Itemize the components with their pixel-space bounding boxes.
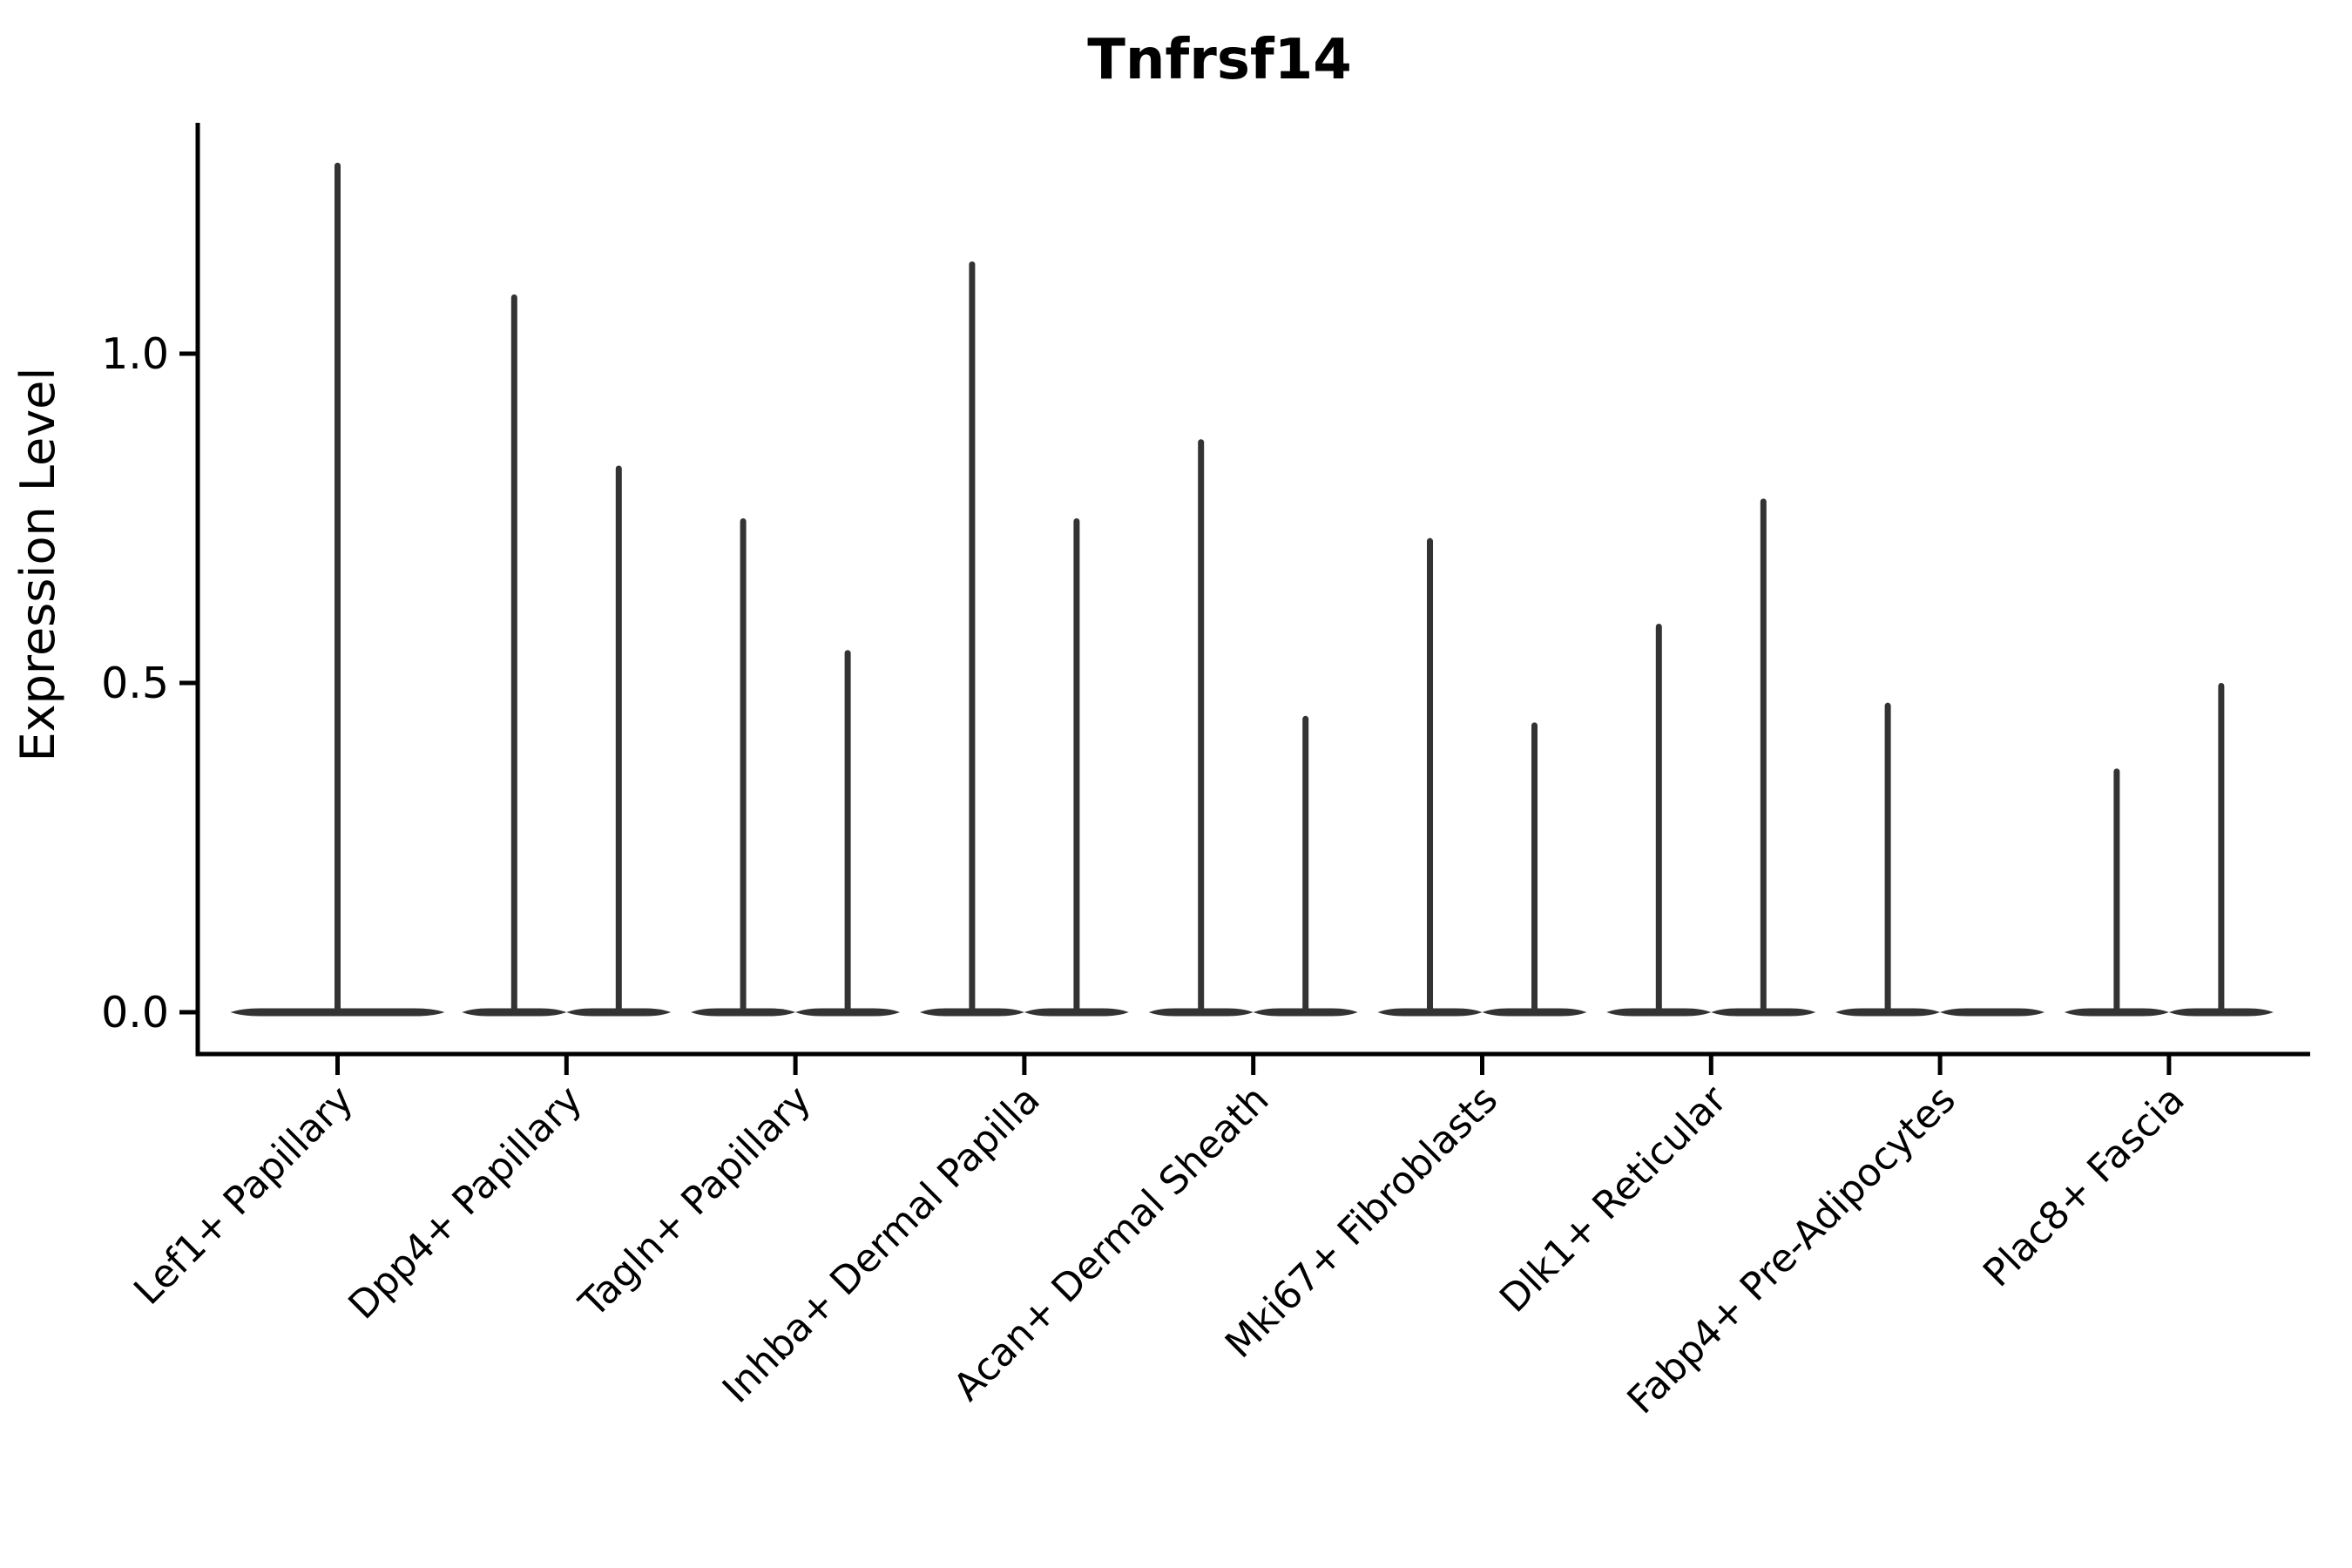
y-tick-label: 0.0 [101, 988, 169, 1037]
violin [1711, 498, 1816, 1017]
violin [1482, 722, 1587, 1017]
y-tick-label: 0.5 [101, 659, 169, 708]
violin [230, 162, 445, 1017]
violin-spike [969, 261, 976, 1017]
y-tick-label: 1.0 [101, 329, 169, 379]
violin-spike [615, 465, 622, 1017]
violin [566, 465, 672, 1017]
violin-spike [1073, 518, 1080, 1017]
x-tick-label: Lef1+ Papillary [125, 1078, 362, 1314]
violin [919, 261, 1024, 1017]
violin-spike [1531, 722, 1538, 1017]
violin-spike [2218, 683, 2225, 1017]
violin [462, 294, 567, 1017]
violin [1148, 439, 1254, 1017]
violin-spike [510, 294, 517, 1017]
y-axis-label: Expression Level [10, 368, 65, 762]
violin [1606, 623, 1712, 1017]
violin [795, 650, 901, 1017]
violins-layer [230, 162, 2274, 1017]
y-axis-ticks: 0.0 0.5 1.0 [101, 329, 198, 1037]
violin-spike [1302, 715, 1309, 1017]
violin-base [1940, 1008, 2045, 1017]
violin [1377, 537, 1483, 1017]
x-tick-label: Tagln+ Papillary [571, 1078, 820, 1327]
violin-spike [1198, 439, 1205, 1017]
violin [2064, 768, 2169, 1017]
violin [691, 518, 796, 1017]
violin [1253, 715, 1358, 1017]
violin-spike [335, 162, 341, 1017]
violin-spike [1884, 702, 1891, 1017]
violin-spike [1655, 623, 1662, 1017]
chart-title: Tnfrsf14 [1087, 28, 1352, 92]
x-tick-label: Dlk1+ Reticular [1491, 1077, 1736, 1321]
violin-spike [1760, 498, 1767, 1017]
violin-spike [844, 650, 851, 1017]
violin-spike [2113, 768, 2120, 1017]
violin [1940, 1008, 2045, 1017]
x-tick-label: Dpp4+ Papillary [340, 1078, 591, 1328]
violin [1835, 702, 1941, 1017]
violin [1024, 518, 1129, 1017]
x-tick-label: Plac8+ Fascia [1975, 1078, 2193, 1296]
violin [2168, 683, 2274, 1017]
violin-spike [740, 518, 747, 1017]
violin-spike [1427, 537, 1433, 1017]
